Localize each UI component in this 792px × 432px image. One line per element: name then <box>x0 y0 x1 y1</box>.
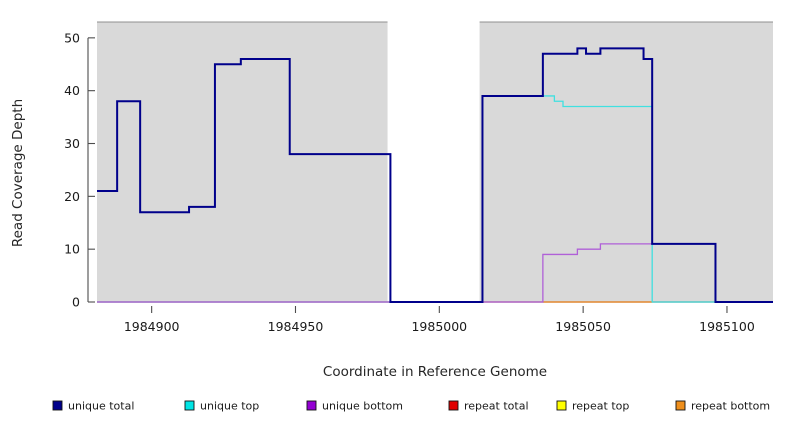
legend-swatch <box>556 400 567 411</box>
y-tick-label: 10 <box>64 242 80 257</box>
y-axis-title: Read Coverage Depth <box>10 99 26 247</box>
y-tick-label: 0 <box>72 295 80 310</box>
legend-swatch <box>52 400 63 411</box>
y-tick-label: 40 <box>64 83 80 98</box>
data-series-group <box>97 47 773 303</box>
x-axis-ticks: 1984900 1984950 1985000 1985050 1985100 <box>124 306 755 334</box>
shaded-region-group <box>97 21 773 302</box>
y-tick-label: 20 <box>64 189 80 204</box>
legend-label: unique top <box>200 400 259 413</box>
legend-swatch <box>184 400 195 411</box>
x-axis-title: Coordinate in Reference Genome <box>323 364 547 380</box>
y-axis-ticks: 0 10 20 30 40 50 <box>64 30 95 310</box>
x-tick-label: 1985000 <box>411 319 467 334</box>
x-tick-label: 1985100 <box>699 319 755 334</box>
legend-label: repeat total <box>464 400 529 413</box>
y-tick-label: 30 <box>64 136 80 151</box>
legend-label: repeat bottom <box>691 400 770 413</box>
legend-label: unique bottom <box>322 400 403 413</box>
legend-swatch <box>448 400 459 411</box>
x-tick-label: 1984900 <box>124 319 180 334</box>
x-tick-label: 1985050 <box>555 319 611 334</box>
series-line-unique-total <box>97 47 773 303</box>
legend-label: unique total <box>68 400 134 413</box>
chart-legend: unique total unique top unique bottom repea… <box>52 400 770 413</box>
x-tick-label: 1984950 <box>268 319 324 334</box>
shaded-region <box>97 22 388 302</box>
y-tick-label: 50 <box>64 30 80 45</box>
legend-swatch <box>675 400 686 411</box>
legend-label: repeat top <box>572 400 629 413</box>
axes-group: 0 10 20 30 40 50 1984900 1984950 1985000 1985050… <box>64 30 755 334</box>
legend-swatch <box>306 400 317 411</box>
shaded-region <box>479 22 773 302</box>
